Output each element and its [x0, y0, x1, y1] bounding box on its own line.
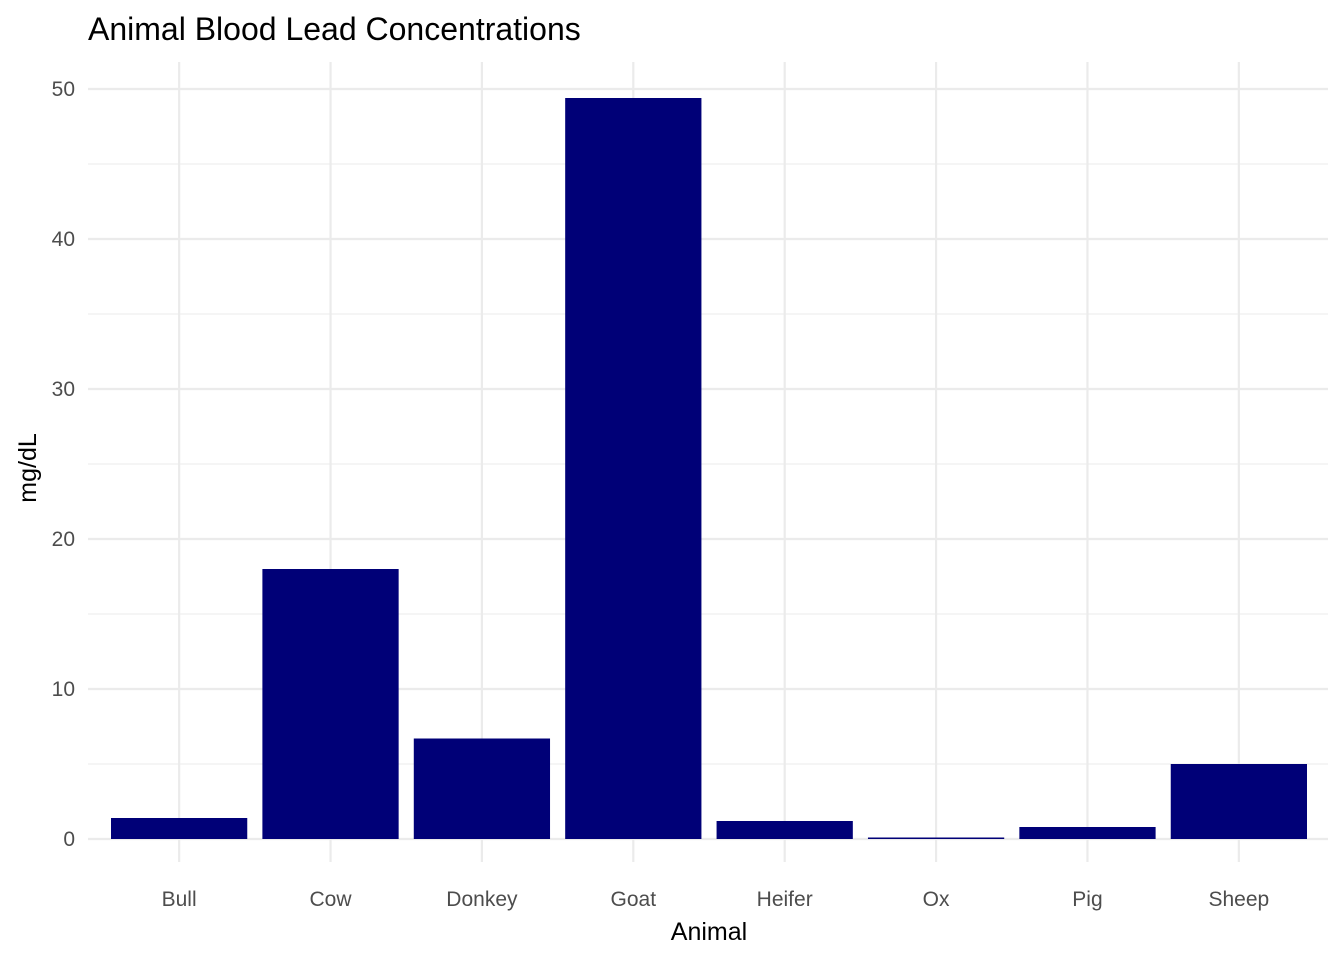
bars: [111, 98, 1307, 839]
bar-goat: [565, 98, 702, 839]
bar-pig: [1019, 827, 1156, 839]
chart-title: Animal Blood Lead Concentrations: [88, 11, 581, 47]
x-tick-label: Ox: [923, 888, 950, 911]
bar-donkey: [413, 738, 551, 839]
bar-bull: [111, 818, 248, 839]
y-tick-label: 40: [52, 228, 75, 251]
bar-cow: [262, 569, 399, 839]
y-axis-title: mg/dL: [14, 433, 42, 503]
y-tick-label: 0: [63, 828, 75, 851]
x-tick-label: Goat: [611, 888, 657, 911]
y-tick-label: 10: [52, 678, 75, 701]
x-tick-label: Sheep: [1209, 888, 1270, 911]
x-axis-title: Animal: [671, 918, 747, 946]
y-axis-tick-labels: 0 10 20 30 40 50: [52, 78, 75, 851]
x-tick-label: Pig: [1072, 888, 1102, 911]
bar-heifer: [716, 821, 853, 839]
x-tick-label: Cow: [310, 888, 353, 911]
bar-ox: [867, 837, 1005, 839]
y-tick-label: 30: [52, 378, 75, 401]
x-tick-label: Donkey: [446, 888, 518, 911]
y-tick-label: 50: [52, 78, 75, 101]
y-tick-label: 20: [52, 528, 75, 551]
x-tick-label: Heifer: [757, 888, 813, 911]
x-axis-tick-labels: Bull Cow Donkey Goat Heifer Ox Pig Sheep: [162, 888, 1270, 911]
bar-sheep: [1170, 764, 1307, 839]
x-tick-label: Bull: [162, 888, 197, 911]
